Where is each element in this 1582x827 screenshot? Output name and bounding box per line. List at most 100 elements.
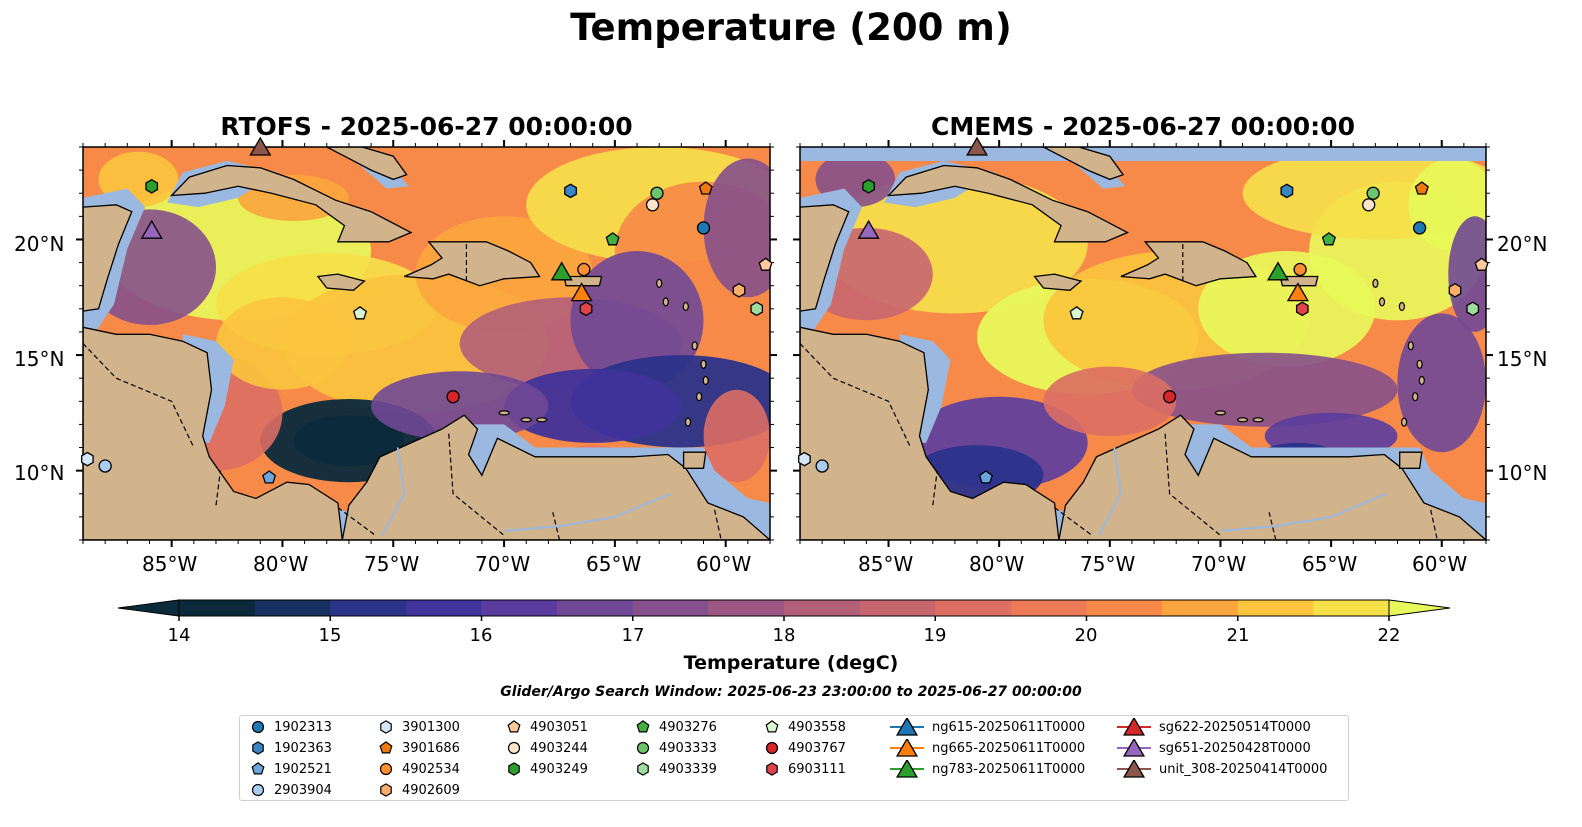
country-border — [1164, 433, 1221, 536]
legend-marker-icon — [1117, 760, 1151, 778]
legend-label: 3901300 — [402, 719, 460, 735]
country-border — [800, 343, 912, 448]
colorbar-extend-high — [1388, 599, 1451, 617]
colorbar-tick-14: 14 — [167, 625, 191, 646]
marker-4903244 — [645, 198, 660, 212]
island — [1416, 359, 1423, 369]
colorbar-tick-22: 22 — [1377, 625, 1401, 646]
marker-4903558 — [1069, 305, 1084, 320]
legend-item-4903333: 4903333 — [635, 739, 717, 757]
legend-label: 4903249 — [530, 761, 588, 777]
lon-label-70w-left: 70°W — [475, 552, 531, 576]
lon-label-85w-right: 85°W — [858, 552, 914, 576]
colorbar-segment — [557, 600, 634, 616]
island — [691, 341, 698, 351]
marker-4903249 — [862, 178, 875, 194]
legend-label: 2903904 — [274, 782, 332, 798]
legend-label: 4903276 — [659, 719, 717, 735]
country-border — [714, 509, 722, 540]
land-trinidad — [682, 451, 707, 469]
colorbar-extend-low — [117, 599, 180, 617]
colorbar-segment — [1162, 600, 1239, 616]
map-panel-rtofs — [83, 147, 770, 540]
land-bahamas — [1043, 147, 1125, 181]
colorbar-segment — [708, 600, 785, 616]
marker-4903767 — [446, 390, 460, 404]
lon-label-75w-left: 75°W — [364, 552, 420, 576]
colorbar-segment — [632, 600, 709, 616]
marker-ng783 — [550, 261, 573, 281]
legend-marker-icon — [636, 720, 650, 733]
country-border — [552, 512, 561, 540]
legend-item-ng615: ng615-20250611T0000 — [890, 718, 1085, 736]
panel-title-cmems: CMEMS - 2025-06-27 00:00:00 — [931, 112, 1355, 141]
marker-6903111 — [579, 301, 593, 317]
legend-marker-icon — [1117, 739, 1151, 757]
lat-label-15n-left: 15°N — [14, 347, 65, 371]
temperature-region — [371, 371, 549, 441]
legend-item-2903904: 2903904 — [250, 781, 332, 799]
marker-1902363 — [564, 183, 577, 199]
land-yucatan — [83, 204, 133, 312]
marker-4903051 — [758, 257, 773, 271]
legend-marker-icon — [252, 741, 264, 755]
country-border — [83, 343, 195, 448]
legend-marker-icon — [890, 718, 924, 736]
colorbar-tick-15: 15 — [318, 625, 342, 646]
temperature-region — [1448, 216, 1486, 332]
legend-item-ng665: ng665-20250611T0000 — [890, 739, 1085, 757]
lon-label-85w-left: 85°W — [142, 552, 198, 576]
legend-item-1902313: 1902313 — [250, 718, 332, 736]
colorbar-tick-17: 17 — [621, 625, 645, 646]
colorbar-tick-20: 20 — [1074, 625, 1098, 646]
land-central_america — [83, 326, 343, 540]
marker-sg651 — [857, 219, 880, 239]
legend-label: 1902363 — [274, 740, 332, 756]
island — [1407, 341, 1414, 351]
island — [1252, 417, 1264, 423]
land-jamaica — [316, 273, 366, 291]
legend-label: ng615-20250611T0000 — [932, 719, 1086, 735]
lat-label-20n-right: 20°N — [1497, 232, 1548, 256]
island — [702, 375, 709, 386]
search-window-text: Glider/Argo Search Window: 2025-06-23 23… — [500, 684, 1082, 700]
marker-1902313 — [696, 221, 711, 235]
river — [1220, 492, 1387, 532]
island — [1236, 417, 1249, 423]
legend: 1902313 1902363 1902521 2903904 3901300 39016… — [239, 715, 1349, 801]
colorbar-tick-16: 16 — [469, 625, 493, 646]
lon-label-60w-right: 60°W — [1412, 552, 1468, 576]
marker-4902609 — [732, 282, 746, 298]
country-border — [215, 470, 221, 506]
lon-label-80w-right: 80°W — [969, 552, 1025, 576]
legend-label: sg622-20250514T0000 — [1159, 719, 1311, 735]
legend-marker-icon — [890, 739, 924, 757]
marker-4903339 — [1466, 301, 1480, 317]
legend-item-unit_308: unit_308-20250414T0000 — [1117, 760, 1327, 778]
marker-4902534 — [577, 262, 591, 277]
legend-item-4903339: 4903339 — [635, 760, 717, 778]
marker-6903111 — [1295, 301, 1309, 317]
legend-label: sg651-20250428T0000 — [1159, 740, 1311, 756]
legend-item-sg622: sg622-20250514T0000 — [1117, 718, 1311, 736]
legend-label: ng783-20250611T0000 — [932, 761, 1086, 777]
colorbar-segment — [1086, 600, 1163, 616]
land-hispaniola — [404, 241, 541, 287]
legend-marker-icon — [637, 762, 649, 776]
marker-4903051 — [1474, 257, 1489, 271]
lon-label-70w-right: 70°W — [1191, 552, 1247, 576]
legend-label: ng665-20250611T0000 — [932, 740, 1086, 756]
country-border — [932, 470, 938, 506]
marker-1902363 — [1280, 183, 1294, 199]
marker-1902521 — [978, 470, 993, 484]
marker-4903276 — [605, 232, 620, 246]
marker-4903767 — [1162, 390, 1177, 404]
temperature-region — [570, 251, 704, 390]
legend-item-4903276: 4903276 — [635, 718, 717, 736]
legend-item-4903558: 4903558 — [764, 718, 846, 736]
marker-2903904 — [98, 459, 112, 473]
colorbar-segment — [1313, 600, 1390, 616]
temperature-region — [1043, 366, 1177, 436]
lon-label-75w-right: 75°W — [1080, 552, 1136, 576]
